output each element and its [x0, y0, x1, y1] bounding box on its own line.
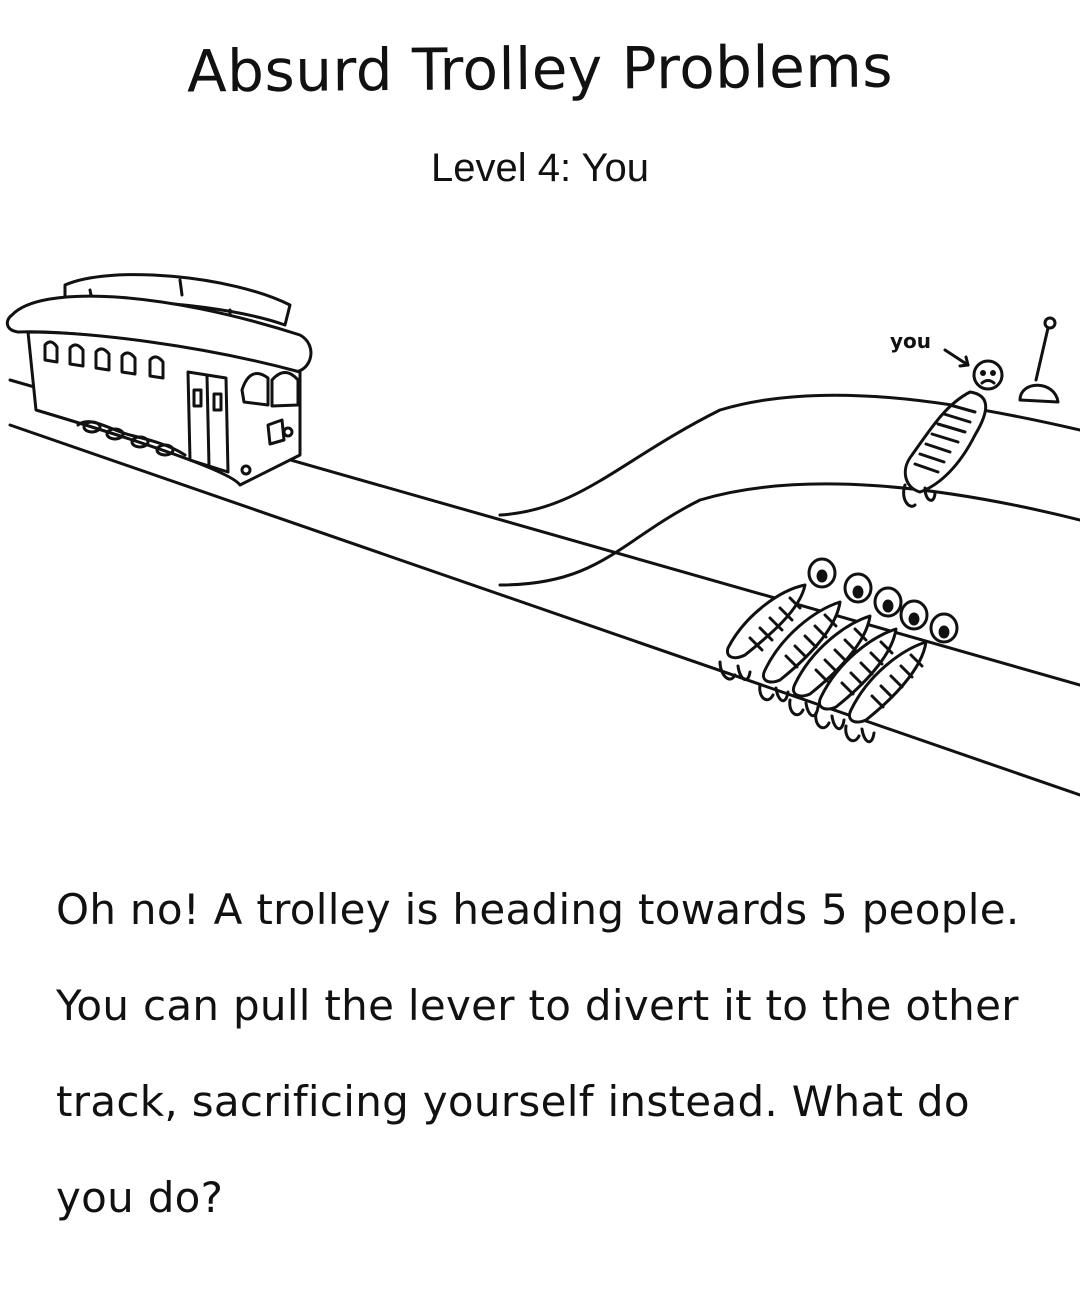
- question-text: Oh no! A trolley is heading towards 5 pe…: [56, 885, 1020, 1222]
- you-label: you: [890, 329, 931, 353]
- side-track: [498, 393, 1080, 587]
- page-title: Absurd Trolley Problems: [186, 32, 894, 106]
- five-tied-people-icon: [718, 557, 959, 744]
- you-arrow-icon: [943, 348, 970, 368]
- trolley-scene: you: [5, 273, 1080, 797]
- lever-icon[interactable]: [1018, 316, 1060, 404]
- tied-person-icon: [902, 359, 1004, 508]
- trolley-icon: [5, 273, 313, 487]
- level-subtitle: Level 4: You: [431, 146, 649, 190]
